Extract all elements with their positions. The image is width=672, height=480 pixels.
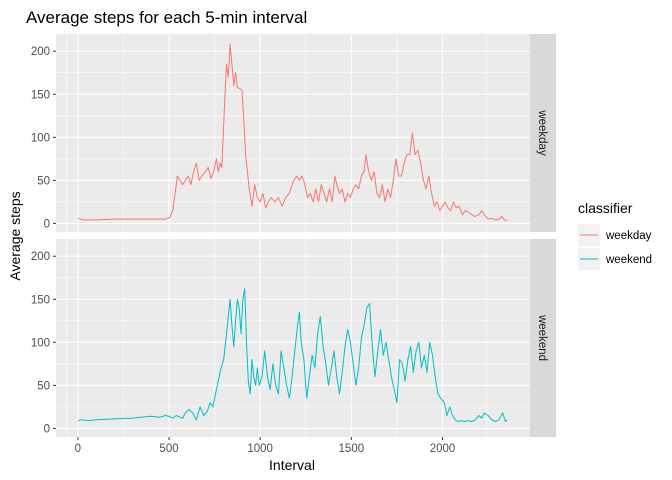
chart-title: Average steps for each 5-min interval: [26, 8, 307, 27]
y-tick-label: 0: [44, 218, 50, 230]
y-tick-label: 150: [31, 294, 50, 306]
series-line-weekday: [77, 43, 508, 222]
legend-entry-weekend: weekend: [578, 248, 652, 270]
x-tick-label: 2000: [430, 443, 456, 455]
y-tick-label: 0: [44, 423, 50, 435]
facet-panel-weekend: 0 500 1000 1500 2000 0 50 100 150 200 weekend: [31, 239, 556, 455]
y-axis-label: Average steps: [7, 191, 23, 280]
series-line-weekend: [77, 288, 508, 422]
y-tick-label: 200: [31, 251, 50, 263]
x-tick-label: 1000: [247, 443, 273, 455]
facet-panel-weekday: 0 50 100 150 200 weekday: [31, 34, 556, 232]
legend-label: weekday: [605, 230, 652, 242]
facet-strip: [530, 34, 556, 232]
y-tick-label: 150: [31, 89, 50, 101]
x-tick-label: 1500: [339, 443, 365, 455]
y-tick-label: 100: [31, 337, 50, 349]
y-tick-label: 50: [37, 380, 50, 392]
facet-panels: 0 50 100 150 200 weekday 0 500 1000 1500 2000 0 50 10…: [31, 34, 556, 455]
facet-strip-label: weekend: [536, 314, 548, 361]
legend-label: weekend: [605, 254, 652, 266]
panel-background: [56, 34, 530, 232]
legend: classifier weekday weekend: [578, 200, 652, 270]
panel-background: [56, 239, 530, 437]
facet-strip: [530, 239, 556, 437]
y-tick-label: 50: [37, 175, 50, 187]
x-tick-label: 500: [159, 443, 178, 455]
x-tick-label: 0: [75, 443, 81, 455]
legend-entry-weekday: weekday: [578, 224, 652, 246]
legend-title: classifier: [578, 200, 633, 216]
y-tick-label: 200: [31, 46, 50, 58]
x-axis-label: Interval: [269, 457, 315, 473]
facet-strip-label: weekday: [536, 109, 548, 156]
y-tick-label: 100: [31, 132, 50, 144]
